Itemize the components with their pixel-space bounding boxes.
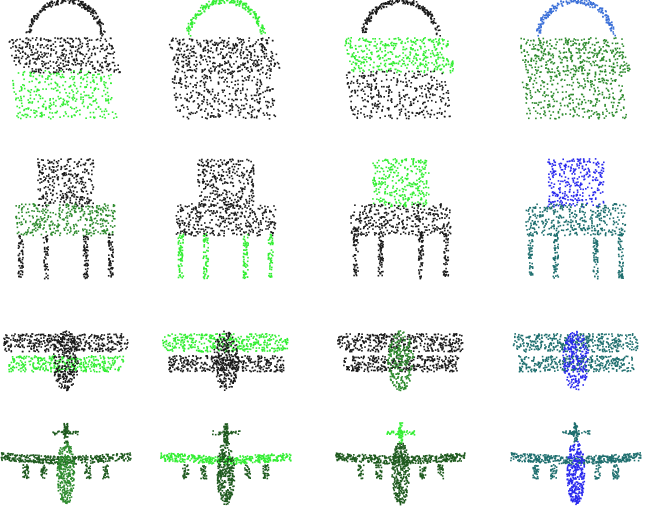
point-cloud-chair-2-2	[175, 158, 277, 280]
point-cloud-basket-1-4	[520, 0, 631, 120]
point-cloud-basket-1-1	[8, 0, 121, 120]
point-cloud-chair-2-4	[525, 158, 627, 280]
point-cloud-airplane-4-2	[160, 423, 292, 506]
point-cloud-chair-2-1	[15, 158, 116, 280]
point-cloud-biplane-3-3	[337, 330, 464, 392]
point-cloud-chair-2-3	[350, 158, 452, 280]
point-cloud-biplane-3-2	[162, 330, 289, 391]
point-cloud-airplane-4-4	[510, 422, 642, 506]
point-cloud-airplane-4-3	[335, 422, 466, 506]
point-cloud-basket-1-2	[168, 0, 281, 120]
point-cloud-airplane-4-1	[0, 422, 132, 505]
point-cloud-basket-1-3	[344, 0, 454, 120]
point-cloud-biplane-3-4	[512, 330, 639, 391]
point-cloud-biplane-3-1	[3, 330, 129, 392]
